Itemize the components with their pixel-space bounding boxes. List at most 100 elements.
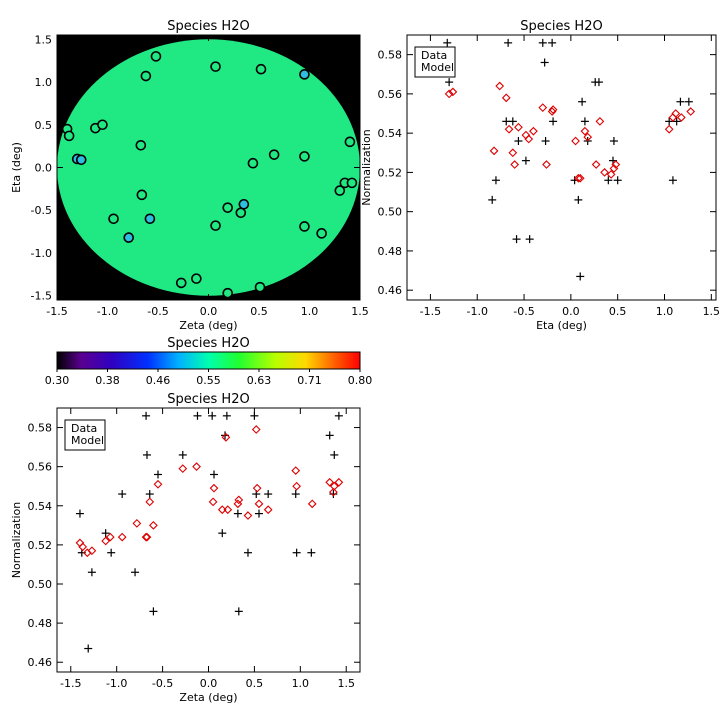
map-point — [135, 139, 147, 151]
eta-ylabel: Normalization — [360, 129, 373, 205]
eta-data-point — [684, 97, 693, 106]
map-point — [247, 157, 259, 169]
zeta-data-point — [118, 490, 127, 499]
eta-xtick-label: -1.5 — [420, 305, 441, 318]
eta-title: Species H2O — [520, 19, 602, 34]
eta-data-point — [665, 117, 674, 126]
eta-model-point — [664, 124, 674, 134]
map-point — [222, 287, 233, 299]
zeta-data-point — [264, 490, 273, 499]
zeta-model-point — [254, 499, 264, 509]
eta-model-point — [606, 169, 616, 179]
zeta-model-point — [142, 532, 152, 542]
zeta-model-point — [101, 536, 111, 546]
zeta-data-point — [142, 411, 151, 420]
zeta-data-point — [329, 490, 338, 499]
colorbar-tick-label: 0.63 — [247, 374, 272, 387]
map-point — [299, 69, 310, 80]
zeta-model-point — [145, 497, 155, 507]
map-point — [316, 228, 327, 239]
eta-data-point — [445, 78, 454, 87]
eta-ytick-label: 0.58 — [378, 49, 403, 62]
zeta-model-point — [263, 505, 273, 515]
zeta-data-point — [75, 509, 84, 518]
map-point — [222, 202, 233, 213]
zeta-title: Species H2O — [167, 392, 249, 407]
zeta-model-point — [328, 487, 338, 497]
colorbar-tick-label: 0.71 — [297, 374, 322, 387]
zeta-ytick-label: 0.56 — [28, 461, 53, 474]
eta-data-point — [613, 176, 622, 185]
eta-data-point — [491, 176, 500, 185]
eta-model-point — [591, 160, 601, 169]
colorbar-title: Species H2O — [167, 336, 249, 351]
zeta-data-point — [84, 644, 93, 653]
eta-model-point — [514, 122, 523, 132]
zeta-xtick-label: 0.0 — [200, 677, 218, 690]
zeta-model-point — [223, 505, 233, 515]
zeta-model-point — [234, 495, 244, 505]
zeta-ytick-label: 0.50 — [28, 578, 53, 591]
map-xtick-label: 1.5 — [351, 305, 369, 318]
zeta-data-point — [208, 411, 217, 420]
zeta-legend-box — [64, 419, 106, 451]
eta-ytick-label: 0.54 — [378, 127, 403, 140]
zeta-data-point — [193, 411, 202, 420]
eta-data-point — [508, 117, 517, 126]
map-point — [268, 149, 280, 160]
eta-ytick-label: 0.50 — [378, 206, 403, 219]
zeta-model-point — [87, 546, 97, 556]
eta-legend-data: Data — [421, 49, 447, 62]
eta-legend-box — [414, 46, 456, 78]
eta-model-point — [671, 109, 681, 118]
eta-xtick-label: -1.0 — [466, 305, 487, 318]
eta-model-point — [676, 113, 686, 122]
map-point — [255, 63, 267, 75]
zeta-xtick-label: -1.5 — [60, 677, 81, 690]
zeta-data-point — [222, 411, 231, 420]
colorbar-bar — [56, 351, 361, 370]
zeta-legend-data: Data — [71, 422, 97, 435]
zeta-ytick-label: 0.52 — [28, 539, 53, 552]
zeta-model-point — [292, 481, 302, 491]
zeta-data-point — [210, 470, 219, 479]
eta-data-point — [672, 117, 681, 126]
zeta-model-point — [153, 479, 163, 489]
zeta-data-point — [154, 470, 162, 479]
eta-model-point — [529, 126, 538, 136]
map-disk — [57, 39, 360, 296]
zeta-plot-area — [57, 408, 360, 672]
colorbar-tick-label: 0.46 — [146, 374, 171, 387]
zeta-model-point — [325, 477, 335, 487]
map-ytick-label: -1.0 — [31, 247, 52, 260]
eta-model-point — [504, 124, 514, 134]
zeta-data-point — [233, 509, 242, 518]
eta-data-point — [549, 117, 558, 126]
map-point — [140, 70, 152, 82]
map-point — [144, 213, 156, 225]
eta-data-point — [540, 58, 549, 67]
zeta-data-point — [234, 607, 243, 616]
eta-model-point — [524, 134, 534, 144]
eta-model-point — [542, 160, 551, 169]
zeta-data-point — [149, 607, 158, 616]
zeta-model-point — [334, 477, 344, 487]
map-xlabel: Zeta (deg) — [179, 319, 237, 332]
map-ylabel: Eta (deg) — [10, 142, 23, 193]
map-point — [346, 177, 358, 189]
map-point — [254, 281, 266, 293]
eta-data-point — [525, 235, 534, 244]
zeta-data-point — [330, 450, 339, 459]
map-point — [238, 198, 250, 210]
eta-legend-model: Model — [421, 61, 454, 74]
eta-ytick-label: 0.56 — [378, 88, 403, 101]
zeta-data-point — [291, 490, 300, 499]
zeta-model-point — [117, 532, 127, 542]
eta-ytick-label: 0.46 — [378, 284, 403, 297]
map-point — [235, 207, 247, 219]
zeta-data-point — [243, 548, 252, 557]
eta-xtick-label: -0.5 — [513, 305, 534, 318]
zeta-xtick-label: 0.5 — [246, 677, 264, 690]
zeta-model-point — [252, 483, 262, 493]
eta-xlabel: Eta (deg) — [536, 319, 587, 332]
